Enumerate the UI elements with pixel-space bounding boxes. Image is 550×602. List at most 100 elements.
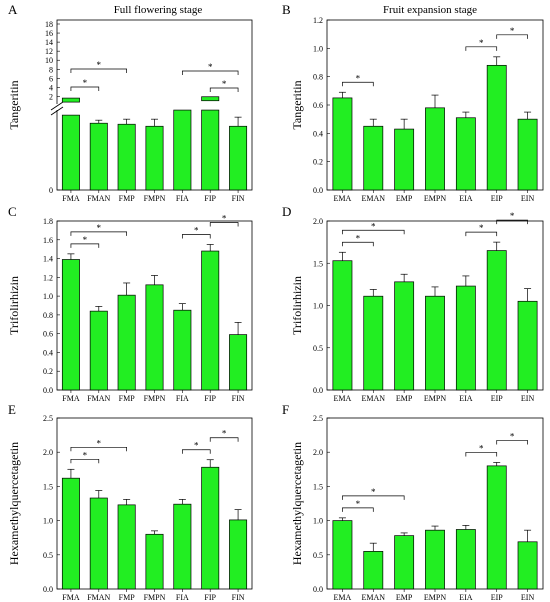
bar <box>517 118 538 191</box>
significance-bracket <box>496 440 528 445</box>
bar <box>201 109 220 191</box>
significance-bracket <box>70 458 100 464</box>
y-tick-label: 1.6 <box>43 236 53 245</box>
significance-star: * <box>356 73 361 83</box>
y-tick-label: 0.5 <box>313 344 323 353</box>
x-tick-label: FMAN <box>87 593 110 602</box>
significance-star: * <box>83 450 88 460</box>
significance-star: * <box>222 429 227 439</box>
y-tick-label: 1.8 <box>43 217 53 226</box>
significance-star: * <box>371 221 376 231</box>
significance-bracket <box>496 219 528 225</box>
y-tick-label: 0.2 <box>43 367 53 376</box>
significance-bracket <box>465 46 498 51</box>
bar <box>173 503 192 590</box>
bar <box>425 529 445 590</box>
significance-star: * <box>371 487 376 497</box>
x-tick-label: FMA <box>62 394 80 403</box>
x-tick-label: FIA <box>176 593 189 602</box>
bar <box>89 122 108 191</box>
x-tick-label: FMAN <box>87 194 110 203</box>
bar <box>486 465 507 590</box>
chart-panel-f: F Hexamethylquercetagetin EMA EMAN EMP EMPN EI… <box>282 402 544 602</box>
y-tick-label: 0.6 <box>313 101 323 110</box>
y-tick-label: 0.0 <box>313 186 323 195</box>
significance-star: * <box>83 235 88 245</box>
bar <box>89 497 108 590</box>
y-tick-label: 1.5 <box>313 259 323 268</box>
significance-star: * <box>356 233 361 243</box>
y-tick-label: 0.5 <box>43 551 53 560</box>
x-tick-label: EMA <box>334 394 352 403</box>
y-tick-label: 0.8 <box>43 311 53 320</box>
significance-star: * <box>208 62 213 72</box>
y-tick-label: 0.8 <box>313 73 323 82</box>
significance-bracket <box>70 68 127 73</box>
y-tick-label: 1.0 <box>313 517 323 526</box>
bar <box>145 533 164 590</box>
chart-panel-d: D Trifolirhizin EMA EMAN EMP EMPN EIA EIP EIN 0.0… <box>282 204 544 403</box>
y-tick-label: 0.0 <box>43 386 53 395</box>
x-tick-label: FIP <box>204 394 216 403</box>
panel-label: D <box>282 204 291 219</box>
significance-star: * <box>479 38 484 48</box>
y-axis-label: Trifolirhizin <box>290 276 304 335</box>
x-tick-label: EMAN <box>362 194 386 203</box>
bar <box>486 64 507 191</box>
y-tick-label: 2.0 <box>313 448 323 457</box>
x-tick-label: FMAN <box>87 394 110 403</box>
x-tick-label: FIN <box>232 194 245 203</box>
chart-panel-c: C Trifolirhizin FMA FMAN FMP FMPN FIA FIP FIN 0.0… <box>7 204 253 403</box>
panel-label: B <box>282 2 291 17</box>
significance-star: * <box>356 499 361 509</box>
y-tick-label: 1.0 <box>313 302 323 311</box>
bar <box>363 125 384 191</box>
bar <box>61 259 80 391</box>
bar <box>173 309 192 391</box>
bar <box>332 260 353 391</box>
bar <box>145 125 164 191</box>
bar <box>455 529 476 590</box>
significance-star: * <box>222 213 227 223</box>
bar <box>229 519 248 590</box>
x-tick-label: EIN <box>521 593 535 602</box>
x-tick-label: EIA <box>459 194 473 203</box>
significance-star: * <box>194 441 199 451</box>
x-tick-label: FMPN <box>144 394 166 403</box>
y-tick-label: 10 <box>45 56 53 65</box>
significance-bracket <box>70 231 127 236</box>
y-tick-label: 4 <box>49 83 53 92</box>
x-tick-label: FMPN <box>144 593 166 602</box>
y-tick-label: 2.5 <box>43 414 53 423</box>
significance-star: * <box>194 225 199 235</box>
y-tick-label: 1.2 <box>313 16 323 25</box>
bar <box>363 551 384 590</box>
significance-bracket <box>465 231 498 237</box>
significance-bracket <box>70 243 100 248</box>
y-tick-label: 16 <box>45 29 53 38</box>
bar <box>332 520 353 590</box>
significance-star: * <box>510 431 515 441</box>
x-tick-label: FMA <box>62 194 80 203</box>
significance-bracket <box>342 81 374 87</box>
y-tick-label: 2.0 <box>43 448 53 457</box>
y-tick-label: 2.0 <box>313 217 323 226</box>
x-tick-label: FMP <box>119 194 136 203</box>
significance-star: * <box>97 438 102 448</box>
significance-bracket <box>342 229 405 235</box>
inset-bar <box>61 97 80 103</box>
significance-star: * <box>510 211 515 221</box>
x-tick-label: FMP <box>119 394 136 403</box>
bar <box>201 466 220 590</box>
x-tick-label: EMAN <box>362 593 386 602</box>
significance-star: * <box>97 223 102 233</box>
significance-bracket <box>70 446 127 452</box>
bar <box>229 125 248 191</box>
x-tick-label: EMP <box>396 394 413 403</box>
significance-bracket <box>209 87 239 92</box>
x-tick-label: EMA <box>334 194 352 203</box>
y-tick-label: 1.5 <box>313 482 323 491</box>
bar <box>394 535 415 590</box>
significance-bracket <box>182 70 239 75</box>
bar <box>61 114 80 191</box>
